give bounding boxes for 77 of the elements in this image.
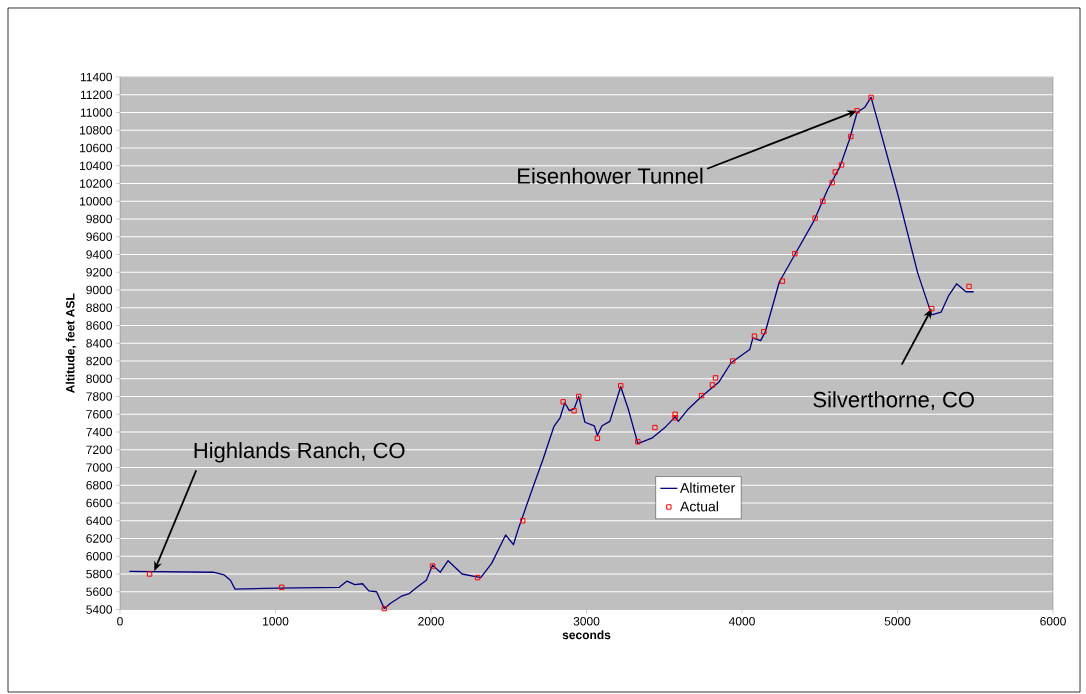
y-tick-label: 9600: [86, 232, 112, 241]
x-axis-title: seconds: [562, 630, 611, 640]
point: [709, 382, 716, 388]
x-tick-label: 5000: [884, 617, 911, 626]
point: [812, 215, 818, 221]
y-axis-title: Altitude, feet ASL: [65, 293, 77, 393]
y-tick-label: 7000: [86, 463, 112, 472]
point: [854, 108, 860, 114]
point: [594, 435, 601, 441]
y-tick-label: 9400: [86, 250, 112, 259]
y-tick-label: 10600: [80, 143, 112, 153]
y-tick-label: 9200: [86, 268, 112, 277]
y-tick-label: 8000: [86, 374, 112, 383]
y-tick-label: 11400: [80, 72, 112, 82]
point: [560, 399, 566, 405]
y-tick-label: 6200: [86, 534, 112, 543]
point: [829, 179, 835, 186]
point: [672, 415, 678, 421]
point: [848, 133, 854, 140]
y-tick-label: 7200: [86, 445, 112, 455]
point: [792, 250, 798, 257]
y-tick-label: 7800: [86, 392, 112, 401]
y-tick-label: 5600: [86, 587, 112, 597]
y-tick-label: 6800: [86, 481, 112, 490]
point: [672, 411, 678, 417]
y-tick-label: 5800: [86, 569, 112, 579]
point: [761, 329, 767, 335]
y-tick-label: 11200: [80, 90, 112, 99]
y-tick-label: 8200: [86, 356, 112, 366]
legend-label: Actual: [680, 501, 718, 512]
point: [652, 424, 658, 431]
point: [635, 439, 641, 445]
x-tick-label: 1000: [263, 617, 289, 626]
y-tick-label: 10000: [80, 197, 112, 206]
y-tick-label: 6400: [86, 516, 112, 526]
y-tick-label: 7600: [86, 410, 112, 419]
point: [729, 358, 736, 364]
x-tick-label: 4000: [728, 617, 755, 626]
y-tick-label: 8600: [86, 321, 112, 330]
point: [520, 518, 526, 524]
line-series: [128, 96, 975, 610]
annotation: Highlands Ranch, CO: [194, 442, 405, 463]
point: [820, 198, 826, 204]
point: [576, 393, 582, 400]
point: [712, 375, 719, 381]
point: [618, 383, 624, 389]
point: [966, 283, 972, 290]
y-tick-label: 10200: [80, 179, 112, 188]
point: [838, 162, 845, 168]
x-tick-label: 6000: [1040, 617, 1066, 626]
point: [429, 563, 436, 569]
y-tick-label: 9000: [86, 285, 112, 295]
legend-label: Altimeter: [680, 482, 735, 493]
y-tick-label: 6600: [86, 498, 112, 508]
y-tick-label: 9800: [86, 214, 112, 224]
point: [779, 278, 786, 284]
x-tick-label: 3000: [573, 617, 600, 626]
point: [571, 408, 577, 414]
annotation: Silverthorne, CO: [813, 391, 974, 411]
y-tick-label: 5400: [86, 605, 112, 614]
y-tick-label: 7400: [86, 427, 112, 437]
y-tick-label: 6000: [86, 552, 112, 561]
y-tick-label: 10400: [80, 161, 112, 170]
point: [146, 571, 153, 577]
point: [474, 574, 481, 581]
point: [751, 333, 758, 339]
point: [929, 305, 935, 312]
y-tick-label: 8800: [86, 303, 112, 312]
annotation: Eisenhower Tunnel: [518, 167, 703, 184]
y-tick-label: 8400: [86, 339, 112, 348]
point: [832, 169, 838, 175]
point: [868, 94, 874, 101]
x-tick-label: 0: [117, 617, 123, 626]
y-tick-label: 10800: [80, 126, 112, 135]
y-tick-label: 11000: [80, 108, 112, 117]
x-tick-label: 2000: [418, 617, 444, 626]
point: [279, 584, 285, 591]
